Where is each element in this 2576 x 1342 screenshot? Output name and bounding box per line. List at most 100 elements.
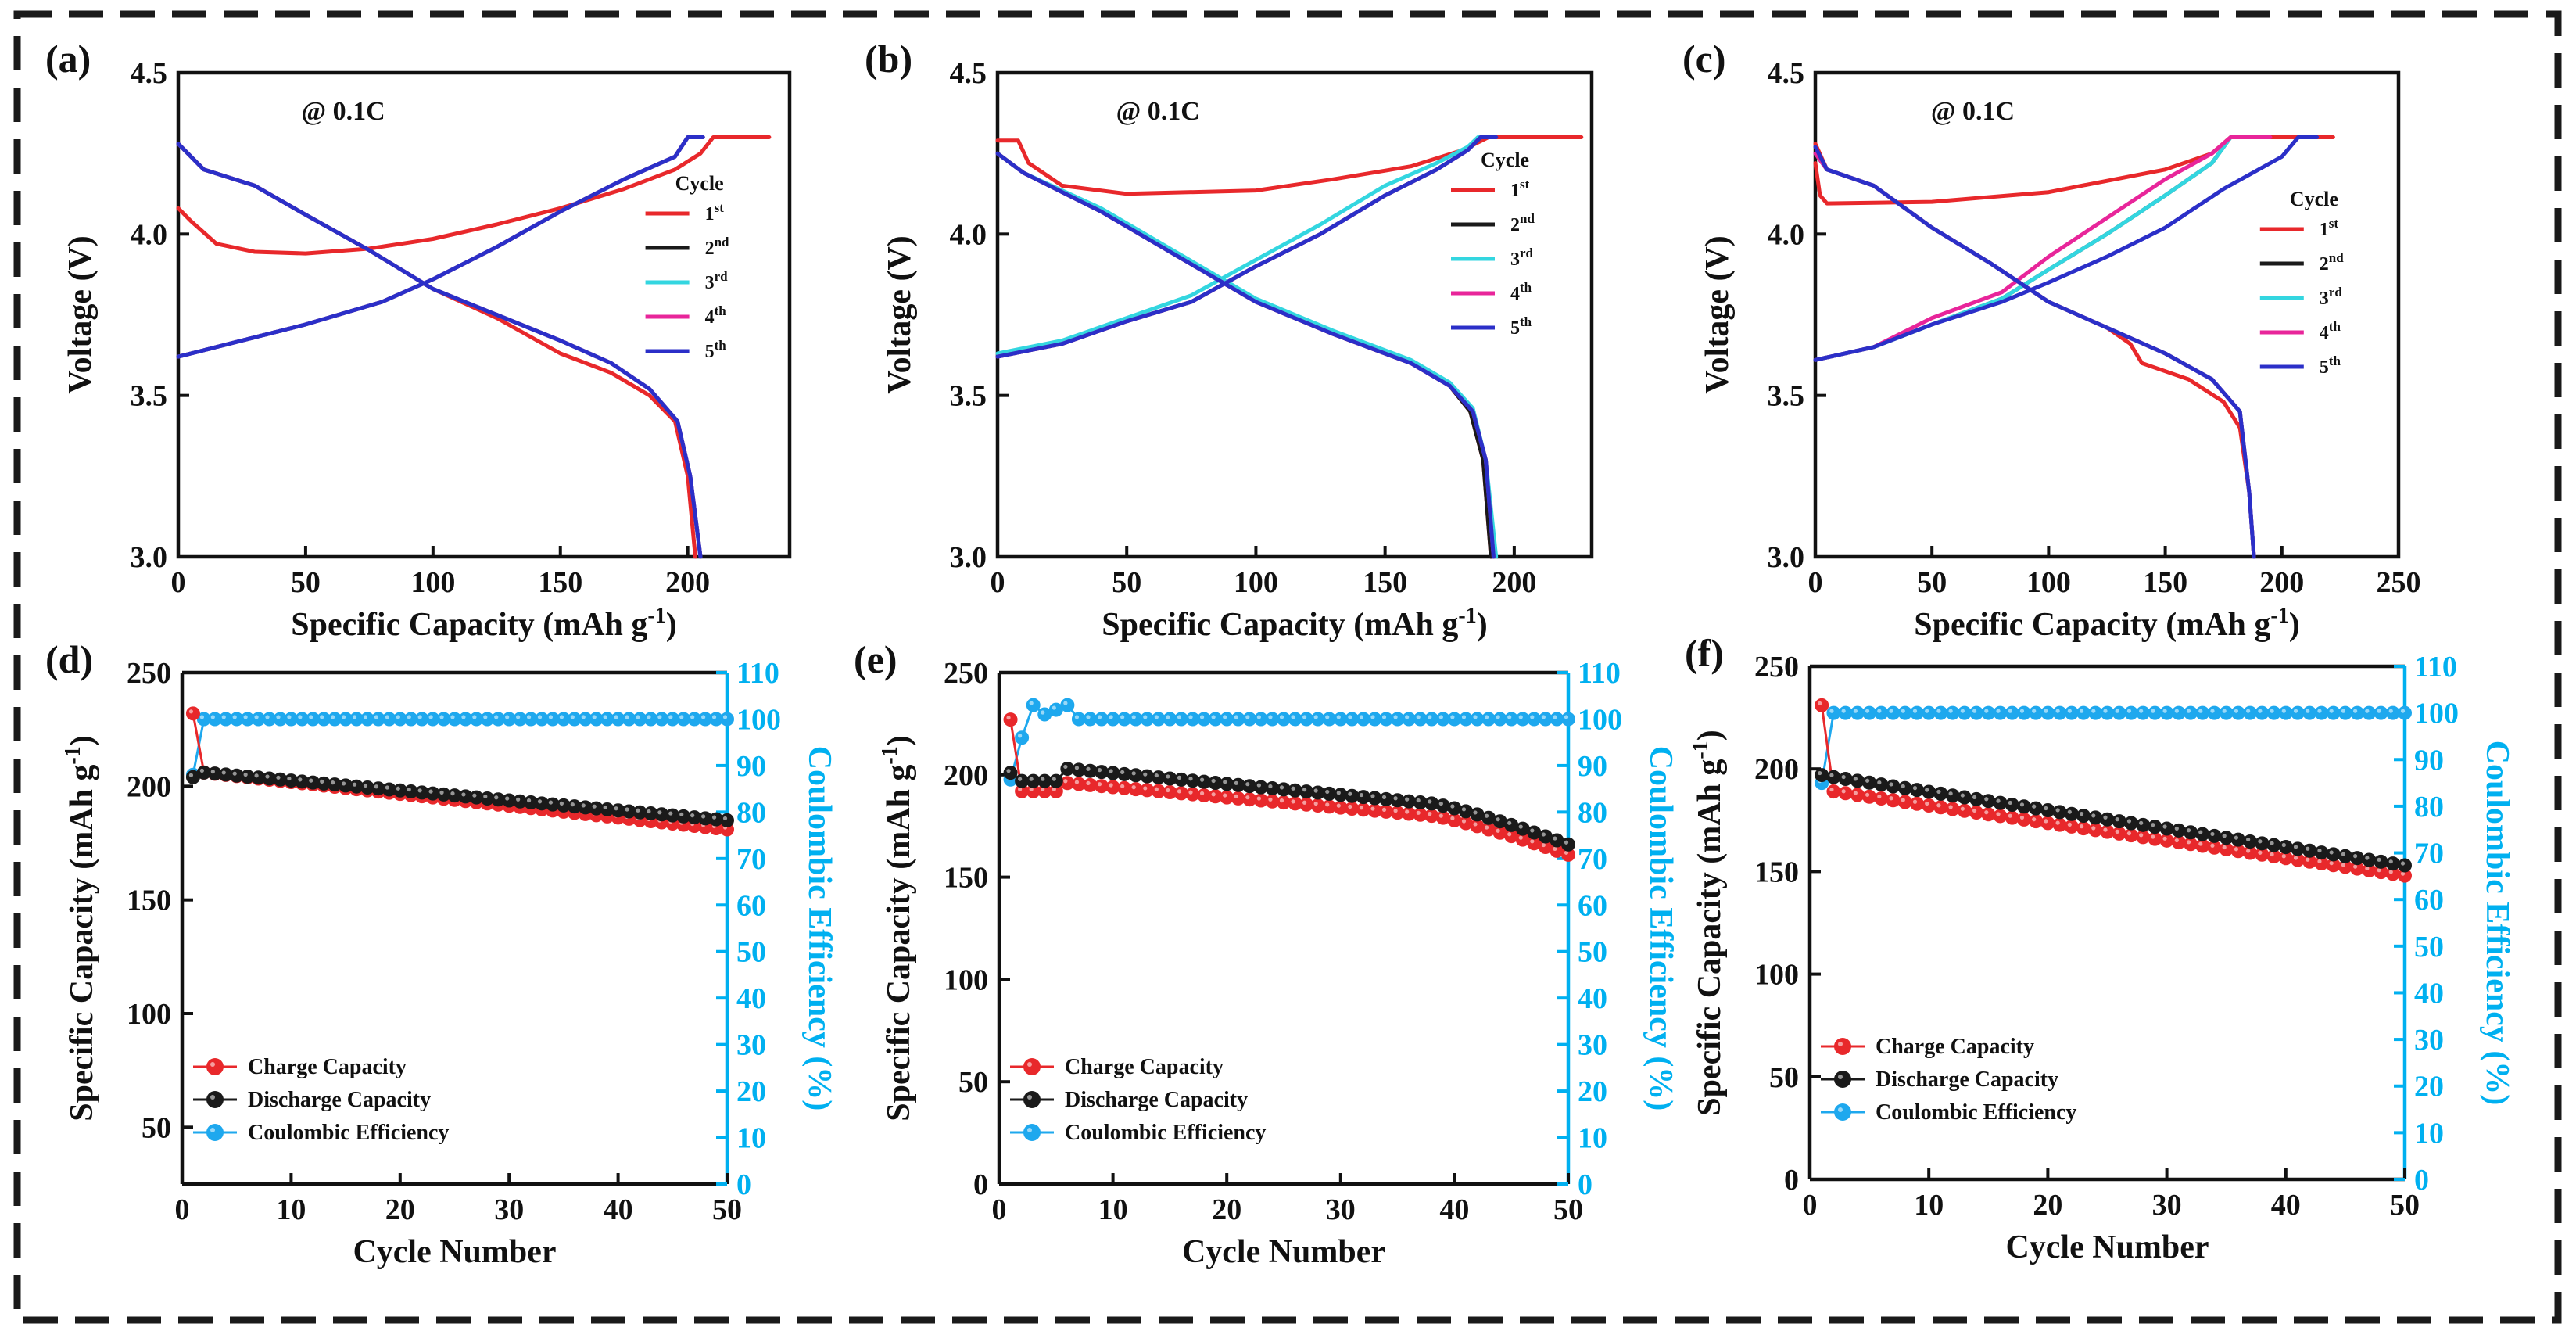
y2-tick-label: 70	[2414, 838, 2444, 870]
discharge-series-point-highlight	[2139, 820, 2144, 825]
discharge-series-point-highlight	[1507, 820, 1512, 825]
ce-series-point-highlight	[614, 715, 618, 719]
discharge-series-point-highlight	[668, 811, 673, 816]
discharge-series-point-highlight	[1279, 785, 1284, 790]
ce-series-point-highlight	[2055, 709, 2060, 713]
ce-series-point-highlight	[2126, 709, 2132, 713]
y-tick-label: 4.5	[131, 57, 168, 90]
ce-series-point	[2266, 705, 2281, 720]
ce-series-point-highlight	[243, 715, 248, 719]
charge-series-point-highlight	[2258, 850, 2263, 855]
charge-series-point-highlight	[2270, 852, 2274, 857]
legend-label: 1st	[1510, 177, 1530, 201]
charge-series-point-highlight	[1245, 795, 1250, 800]
discharge-series-point	[1922, 784, 1936, 799]
discharge-series-point-highlight	[417, 788, 422, 793]
x-axis-label-end: )	[666, 607, 677, 643]
ce-series-point-highlight	[1877, 709, 1882, 713]
y2-tick-label: 40	[1578, 982, 1607, 1015]
charge-series-point	[1874, 791, 1889, 806]
discharge-series-point-highlight	[1154, 773, 1159, 778]
legend-label-sup: nd	[1520, 211, 1535, 226]
charge-series-point	[2148, 831, 2162, 846]
charge-series-point-highlight	[1564, 850, 1569, 855]
discharge-series-point-highlight	[1829, 773, 1834, 777]
discharge-series-point-highlight	[1256, 783, 1261, 788]
legend-label: 5th	[705, 338, 727, 362]
x-axis-label-end: )	[1477, 607, 1488, 643]
ce-series-point	[2005, 705, 2019, 720]
x-tick-label: 150	[538, 566, 582, 599]
y-tick-label: 100	[1754, 959, 1799, 992]
ce-series-point	[2136, 705, 2151, 720]
charge-series-point-highlight	[1325, 802, 1330, 807]
y-tick-label: 250	[127, 657, 171, 690]
x-axis-label: Cycle Number	[2005, 1229, 2209, 1265]
x-axis-label: Cycle Number	[1182, 1234, 1385, 1270]
discharge-series-point-highlight	[711, 815, 717, 820]
ce-series-point-highlight	[2079, 709, 2084, 713]
y2-axis-label: Coulombic Efficiency (%)	[2479, 741, 2515, 1106]
ce-series-point-highlight	[1829, 709, 1834, 713]
charge-series-point-highlight	[2353, 864, 2358, 869]
discharge-series-point-highlight	[1853, 777, 1858, 781]
legend-label: 5th	[1510, 314, 1532, 339]
discharge-series-point-highlight	[2019, 802, 2025, 807]
discharge-series-point-highlight	[461, 792, 466, 797]
discharge-series-point-highlight	[254, 773, 259, 778]
x-tick-label: 30	[2152, 1189, 2182, 1222]
charge-series-point	[1969, 805, 1984, 820]
charge-series-point-highlight	[2210, 843, 2215, 848]
discharge-series-point-highlight	[2174, 826, 2179, 831]
charge-series-point	[1435, 810, 1450, 825]
y-tick-label: 250	[1754, 651, 1799, 684]
ce-series-point-highlight	[417, 715, 422, 719]
discharge-series-point	[2016, 799, 2031, 814]
discharge-series-point-highlight	[2246, 837, 2251, 842]
ce-series-point	[2302, 705, 2317, 720]
discharge-series-point-highlight	[363, 783, 368, 788]
charge-series-point-highlight	[1348, 804, 1352, 809]
ce-series-point-highlight	[1484, 715, 1489, 719]
y2-tick-label: 20	[1578, 1075, 1607, 1108]
y2-tick-label: 80	[1578, 796, 1607, 829]
curve-cycle-3-charge	[995, 135, 1496, 356]
y-tick-label: 3.5	[131, 380, 168, 413]
ce-series-point-highlight	[636, 715, 640, 719]
charge-series-point-highlight	[1416, 810, 1421, 815]
discharge-series-point	[2159, 821, 2174, 836]
ce-series-point-highlight	[2186, 709, 2191, 713]
ce-series-point-highlight	[1097, 715, 1102, 719]
discharge-series-point-highlight	[559, 801, 564, 806]
discharge-series-point	[2184, 825, 2198, 840]
discharge-series-point-highlight	[428, 789, 433, 794]
panel-label: (d)	[45, 637, 93, 681]
charge-series-point-highlight	[1177, 789, 1182, 794]
discharge-series-point-highlight	[1348, 791, 1352, 796]
discharge-series-point-highlight	[243, 772, 248, 777]
x-axis-label-end: )	[2289, 607, 2300, 643]
y2-tick-label: 60	[1578, 889, 1607, 922]
discharge-series-point-highlight	[199, 768, 204, 773]
x-tick-label: 200	[1492, 566, 1536, 599]
ce-series-point-highlight	[1473, 715, 1478, 719]
charge-series-point-highlight	[1268, 797, 1273, 802]
x-tick-label: 0	[175, 1193, 190, 1226]
discharge-series-point	[2338, 849, 2352, 863]
discharge-series-point-highlight	[1291, 786, 1295, 791]
discharge-series-point-highlight	[1120, 770, 1125, 775]
ce-series-point-highlight	[1223, 715, 1227, 719]
ce-series-point-highlight	[1268, 715, 1273, 719]
ce-series-point	[2016, 705, 2031, 720]
charge-series-point-highlight	[1901, 798, 1905, 802]
ce-series-point-highlight	[1450, 715, 1455, 719]
charge-series-point-highlight	[1841, 789, 1846, 794]
x-tick-label: 20	[385, 1193, 415, 1226]
ce-series-point	[2040, 705, 2055, 720]
ce-series-point	[1015, 730, 1030, 745]
discharge-series-point	[2362, 852, 2377, 867]
ce-series-point-highlight	[276, 715, 281, 719]
curve-cycle-2-charge	[176, 135, 705, 359]
legend-marker	[1834, 1038, 1851, 1055]
ce-series-point-highlight	[428, 715, 433, 719]
